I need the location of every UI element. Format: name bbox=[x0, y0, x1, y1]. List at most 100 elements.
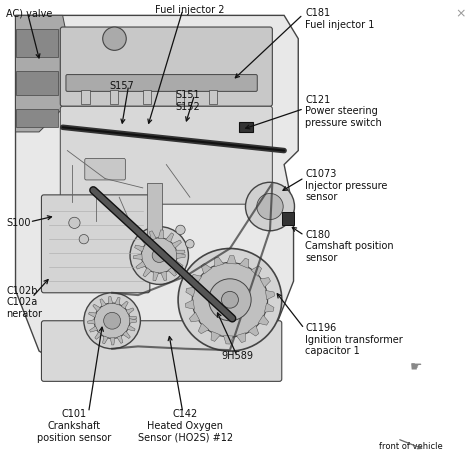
Polygon shape bbox=[136, 261, 146, 269]
Polygon shape bbox=[158, 230, 164, 239]
Polygon shape bbox=[153, 272, 159, 281]
Polygon shape bbox=[93, 304, 100, 311]
Text: C181
Fuel injector 1: C181 Fuel injector 1 bbox=[305, 8, 375, 30]
Polygon shape bbox=[100, 299, 106, 307]
Polygon shape bbox=[133, 254, 142, 259]
Polygon shape bbox=[143, 268, 151, 277]
Polygon shape bbox=[123, 331, 130, 339]
Polygon shape bbox=[211, 331, 220, 341]
Polygon shape bbox=[191, 274, 202, 284]
Circle shape bbox=[192, 263, 268, 337]
Polygon shape bbox=[121, 301, 128, 309]
Polygon shape bbox=[102, 336, 108, 344]
Text: Fuel injector 2: Fuel injector 2 bbox=[155, 5, 225, 15]
Polygon shape bbox=[176, 250, 185, 256]
Polygon shape bbox=[239, 258, 249, 268]
Circle shape bbox=[79, 234, 89, 244]
Bar bbox=[176, 90, 184, 104]
Text: S100: S100 bbox=[6, 218, 31, 228]
Bar bbox=[143, 90, 151, 104]
Polygon shape bbox=[214, 257, 224, 267]
Text: C1196
Ignition transformer
capacitor 1: C1196 Ignition transformer capacitor 1 bbox=[305, 323, 403, 356]
Bar bbox=[82, 90, 90, 104]
Polygon shape bbox=[264, 303, 274, 312]
Polygon shape bbox=[115, 297, 120, 305]
FancyBboxPatch shape bbox=[66, 75, 257, 91]
Circle shape bbox=[246, 182, 294, 231]
Circle shape bbox=[178, 249, 282, 351]
Text: S157: S157 bbox=[109, 81, 134, 91]
Polygon shape bbox=[201, 264, 211, 274]
Polygon shape bbox=[161, 272, 167, 280]
FancyBboxPatch shape bbox=[41, 321, 282, 381]
Bar bbox=[209, 90, 217, 104]
Text: S151
S152: S151 S152 bbox=[175, 90, 200, 112]
Polygon shape bbox=[127, 325, 135, 331]
Bar bbox=[282, 212, 293, 225]
Polygon shape bbox=[16, 15, 72, 132]
Polygon shape bbox=[140, 236, 149, 245]
Circle shape bbox=[130, 227, 189, 284]
Circle shape bbox=[176, 225, 185, 234]
Text: C121
Power steering
pressure switch: C121 Power steering pressure switch bbox=[305, 95, 382, 128]
Circle shape bbox=[94, 303, 130, 339]
Polygon shape bbox=[89, 312, 96, 318]
Polygon shape bbox=[176, 253, 185, 258]
Circle shape bbox=[104, 312, 120, 329]
FancyBboxPatch shape bbox=[85, 159, 125, 180]
Text: 9H589: 9H589 bbox=[221, 351, 253, 361]
FancyBboxPatch shape bbox=[60, 106, 273, 204]
Text: C1073
Injector pressure
sensor: C1073 Injector pressure sensor bbox=[305, 169, 388, 203]
Polygon shape bbox=[95, 332, 102, 340]
Polygon shape bbox=[186, 287, 195, 296]
Polygon shape bbox=[168, 267, 177, 276]
Text: C102b
C102a
nerator: C102b C102a nerator bbox=[6, 286, 42, 319]
Polygon shape bbox=[258, 315, 269, 325]
Polygon shape bbox=[198, 323, 209, 334]
Text: AC) valve: AC) valve bbox=[6, 8, 53, 18]
Circle shape bbox=[221, 291, 238, 308]
FancyBboxPatch shape bbox=[41, 195, 150, 293]
Polygon shape bbox=[251, 266, 262, 276]
Text: ×: × bbox=[455, 7, 465, 20]
Polygon shape bbox=[189, 312, 200, 322]
Polygon shape bbox=[117, 335, 123, 343]
Polygon shape bbox=[166, 233, 174, 242]
Polygon shape bbox=[126, 308, 134, 314]
Polygon shape bbox=[149, 231, 156, 240]
Circle shape bbox=[152, 249, 166, 263]
Polygon shape bbox=[172, 240, 182, 248]
Circle shape bbox=[103, 27, 126, 50]
Circle shape bbox=[69, 217, 80, 228]
Circle shape bbox=[209, 279, 251, 321]
Text: C180
Camshaft position
sensor: C180 Camshaft position sensor bbox=[305, 230, 394, 263]
FancyBboxPatch shape bbox=[60, 27, 273, 106]
Bar bbox=[16, 109, 58, 127]
Text: front of vehicle: front of vehicle bbox=[380, 442, 443, 451]
Bar bbox=[16, 30, 58, 57]
Polygon shape bbox=[237, 333, 246, 342]
Polygon shape bbox=[227, 256, 237, 264]
Polygon shape bbox=[129, 316, 137, 321]
Bar bbox=[147, 183, 162, 253]
Polygon shape bbox=[173, 260, 183, 268]
Circle shape bbox=[257, 194, 283, 219]
Bar bbox=[16, 71, 58, 95]
Polygon shape bbox=[224, 336, 233, 344]
Polygon shape bbox=[260, 278, 271, 287]
Polygon shape bbox=[129, 318, 137, 323]
Circle shape bbox=[186, 240, 194, 248]
Polygon shape bbox=[16, 15, 298, 379]
Text: C101
Crankshaft
position sensor: C101 Crankshaft position sensor bbox=[37, 409, 111, 443]
Polygon shape bbox=[248, 325, 259, 336]
Polygon shape bbox=[135, 245, 144, 252]
Polygon shape bbox=[90, 326, 98, 332]
Polygon shape bbox=[88, 319, 95, 324]
Text: ☛: ☛ bbox=[410, 360, 422, 374]
Circle shape bbox=[141, 238, 177, 273]
Text: C142
Heated Oxygen
Sensor (HO2S) #12: C142 Heated Oxygen Sensor (HO2S) #12 bbox=[137, 409, 233, 443]
Polygon shape bbox=[265, 290, 274, 300]
Bar bbox=[110, 90, 118, 104]
Circle shape bbox=[84, 293, 140, 349]
Polygon shape bbox=[108, 296, 113, 304]
